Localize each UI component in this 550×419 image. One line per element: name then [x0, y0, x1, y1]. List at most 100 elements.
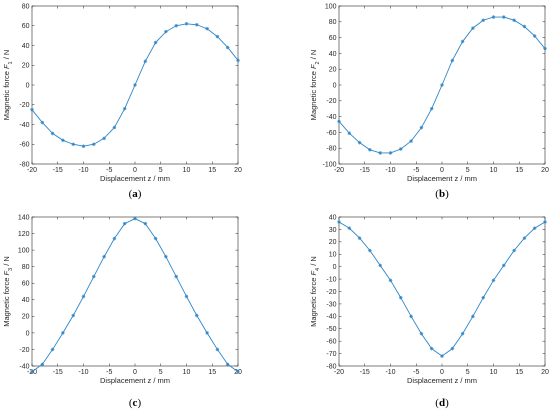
data-point	[40, 362, 45, 367]
data-point	[133, 83, 137, 87]
data-point	[92, 142, 96, 147]
data-point	[337, 119, 341, 124]
y-tick-label: -80	[19, 161, 29, 168]
data-point	[409, 314, 413, 319]
plot-frame	[31, 216, 239, 367]
y-axis-label: Magnetic force F2 / N	[309, 50, 321, 121]
data-point-stroke	[450, 59, 454, 63]
data-point-stroke	[61, 331, 65, 335]
data-point	[61, 331, 65, 335]
panel-label-letter: a	[132, 188, 138, 200]
data-point	[357, 236, 362, 240]
x-tick-label: 5	[466, 369, 470, 376]
data-point-stroke	[337, 220, 341, 224]
data-point	[471, 26, 475, 30]
y-tick-label: 30	[329, 227, 337, 234]
data-point	[460, 39, 465, 44]
data-point	[399, 147, 403, 151]
data-point-stroke	[236, 370, 240, 374]
y-tick-label: -40	[326, 314, 336, 321]
data-point	[81, 294, 86, 299]
y-axis-label: Magnetic force F4 / N	[309, 256, 321, 327]
x-tick-label: 15	[208, 167, 216, 174]
data-point-stroke	[533, 226, 537, 230]
data-point-stroke	[337, 119, 341, 123]
data-point	[491, 278, 496, 283]
data-point-stroke	[399, 296, 403, 300]
y-axis-label: Magnetic force F1 / N	[2, 50, 14, 121]
data-point	[347, 131, 352, 135]
data-point-stroke	[522, 25, 526, 29]
data-point	[337, 220, 341, 224]
y-axis-label-suffix: / N	[2, 256, 11, 268]
y-axis-label-symbol: F	[309, 271, 318, 276]
data-point-stroke	[388, 151, 393, 155]
data-point-stroke	[51, 347, 55, 351]
data-point	[102, 136, 106, 141]
plot-frame	[338, 216, 546, 367]
y-tick-label: 0	[26, 82, 30, 89]
data-point-stroke	[491, 278, 496, 282]
data-point-stroke	[143, 59, 147, 63]
data-point-stroke	[92, 275, 96, 279]
data-point-stroke	[174, 275, 178, 279]
data-point	[195, 22, 199, 27]
y-tick-label: 10	[329, 252, 337, 259]
y-tick-label: 80	[22, 3, 30, 10]
panel-label-close: )	[137, 397, 141, 409]
data-point	[184, 21, 189, 26]
y-tick-label: -80	[326, 363, 336, 370]
data-point-stroke	[112, 237, 116, 241]
data-point-stroke	[215, 35, 219, 39]
x-tick-label: -5	[106, 167, 112, 174]
x-tick-label: -20	[27, 167, 37, 174]
data-point	[205, 26, 209, 31]
x-tick-label: -5	[413, 369, 419, 376]
y-tick-label: -20	[19, 347, 29, 354]
data-point-stroke	[543, 47, 547, 51]
data-point-stroke	[195, 313, 199, 318]
data-point	[225, 362, 230, 367]
data-point	[174, 274, 178, 279]
data-point	[71, 142, 75, 147]
data-point-stroke	[226, 362, 230, 366]
panel-label-letter: c	[133, 397, 138, 409]
data-point	[92, 274, 96, 279]
data-point-stroke	[184, 294, 189, 298]
data-point-stroke	[388, 278, 393, 282]
y-axis-label-sub: 3	[8, 268, 14, 271]
y-tick-label: -70	[326, 351, 336, 358]
data-point-stroke	[154, 41, 158, 45]
y-axis-label: Magnetic force F3 / N	[2, 256, 14, 327]
data-point-stroke	[481, 296, 485, 300]
data-point	[112, 125, 117, 130]
data-point	[143, 59, 148, 64]
x-tick-label: 20	[541, 369, 549, 376]
data-point-stroke	[378, 151, 382, 155]
data-point-stroke	[236, 58, 240, 62]
y-tick-label: -100	[322, 161, 336, 168]
data-point-stroke	[358, 141, 362, 145]
data-point	[122, 221, 127, 226]
data-point-stroke	[368, 148, 372, 152]
data-point	[378, 263, 382, 268]
y-tick-label: 40	[329, 214, 337, 221]
y-tick-label: -20	[19, 102, 29, 109]
y-tick-label: -60	[19, 142, 29, 149]
data-point-stroke	[205, 27, 209, 31]
y-axis-label-sub: 2	[315, 61, 321, 64]
data-point	[440, 83, 444, 87]
data-point-stroke	[409, 314, 413, 318]
y-tick-label: 20	[329, 239, 337, 246]
data-point-stroke	[440, 354, 444, 358]
data-point	[133, 216, 137, 221]
x-tick-label: -20	[334, 167, 344, 174]
data-point-stroke	[502, 263, 506, 267]
data-point	[357, 140, 362, 145]
data-point-stroke	[409, 139, 413, 143]
data-point	[450, 58, 455, 63]
data-point	[81, 144, 86, 149]
data-point	[532, 226, 537, 230]
y-axis-label-prefix: Magnetic force	[309, 276, 318, 327]
x-tick-label: -10	[385, 167, 395, 174]
